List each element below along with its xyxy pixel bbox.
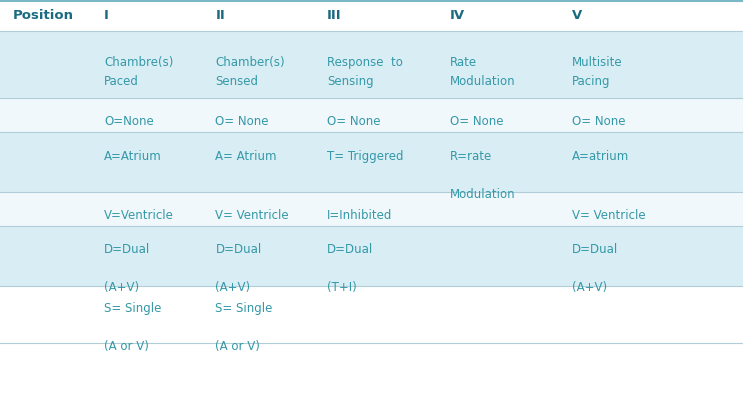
Text: Response  to
Sensing: Response to Sensing xyxy=(327,56,403,88)
Bar xyxy=(0,192,743,226)
Text: V= Ventricle: V= Ventricle xyxy=(572,209,646,222)
Text: O=None: O=None xyxy=(104,115,154,128)
Text: II: II xyxy=(215,9,225,22)
Bar xyxy=(0,226,743,286)
Text: A=atrium: A=atrium xyxy=(572,150,629,163)
Text: S= Single

(A or V): S= Single (A or V) xyxy=(104,302,161,353)
Text: Chamber(s)
Sensed: Chamber(s) Sensed xyxy=(215,56,285,88)
Bar xyxy=(0,286,743,343)
Text: V: V xyxy=(572,9,583,22)
Text: A= Atrium: A= Atrium xyxy=(215,150,277,163)
Bar xyxy=(0,98,743,132)
Text: O= None: O= None xyxy=(327,115,380,128)
Text: I=Inhibited: I=Inhibited xyxy=(327,209,392,222)
Text: Chambre(s)
Paced: Chambre(s) Paced xyxy=(104,56,173,88)
Text: D=Dual

(A+V): D=Dual (A+V) xyxy=(104,243,150,294)
Text: Rate
Modulation: Rate Modulation xyxy=(450,56,515,88)
Text: O= None: O= None xyxy=(215,115,269,128)
Text: D=Dual

(T+I): D=Dual (T+I) xyxy=(327,243,373,294)
Text: R=rate

Modulation: R=rate Modulation xyxy=(450,150,515,201)
Text: D=Dual

(A+V): D=Dual (A+V) xyxy=(572,243,618,294)
Text: III: III xyxy=(327,9,342,22)
Text: IV: IV xyxy=(450,9,464,22)
Text: T= Triggered: T= Triggered xyxy=(327,150,403,163)
Text: Position: Position xyxy=(13,9,74,22)
Text: S= Single

(A or V): S= Single (A or V) xyxy=(215,302,273,353)
Text: O= None: O= None xyxy=(450,115,503,128)
Bar xyxy=(0,132,743,192)
Text: I: I xyxy=(104,9,109,22)
Text: V= Ventricle: V= Ventricle xyxy=(215,209,289,222)
Text: V=Ventricle: V=Ventricle xyxy=(104,209,174,222)
Text: D=Dual

(A+V): D=Dual (A+V) xyxy=(215,243,262,294)
Text: O= None: O= None xyxy=(572,115,626,128)
Text: Multisite
Pacing: Multisite Pacing xyxy=(572,56,623,88)
Text: A=Atrium: A=Atrium xyxy=(104,150,162,163)
Bar xyxy=(0,0,743,31)
Bar xyxy=(0,31,743,98)
